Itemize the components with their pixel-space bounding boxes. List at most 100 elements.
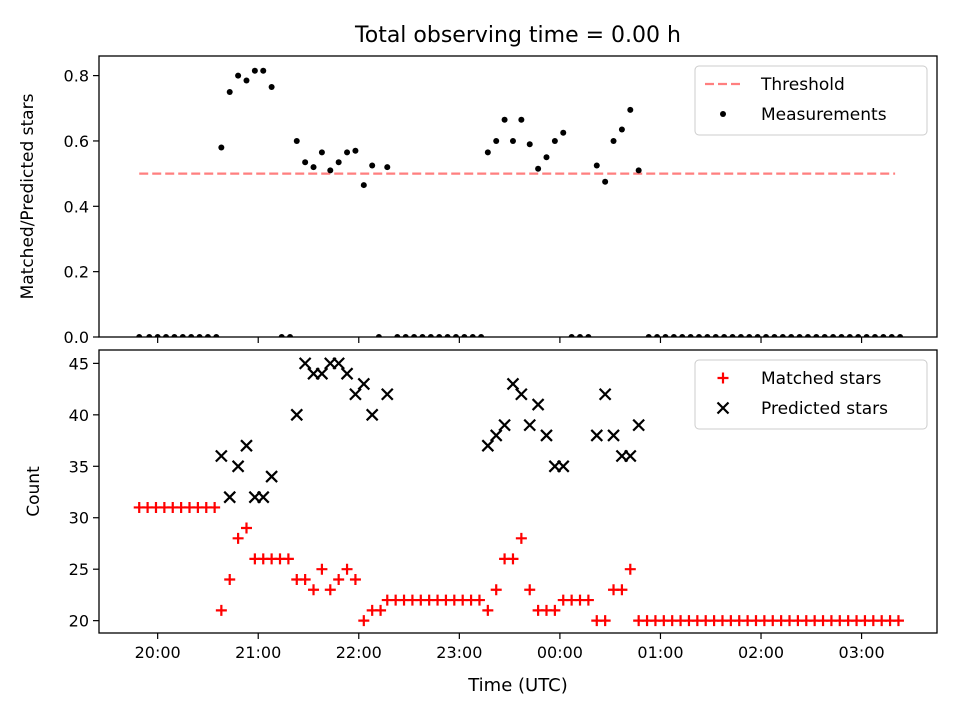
matched-star-point [549, 604, 561, 616]
measurement-point [226, 88, 233, 95]
x-tick-label: 22:00 [336, 643, 382, 662]
predicted-star-point [349, 387, 362, 401]
y-tick-label: 0.2 [64, 263, 89, 282]
measurement-point [235, 72, 242, 79]
measurement-point [763, 334, 770, 337]
matched-star-point [341, 563, 353, 575]
measurement-point [618, 126, 625, 133]
measurement-point [394, 334, 401, 337]
measurement-point [436, 334, 443, 337]
matched-star-point [515, 532, 527, 544]
matched-star-point [524, 584, 536, 596]
legend-box [694, 65, 928, 136]
measurement-point [188, 334, 195, 337]
matched-star-point [582, 594, 594, 606]
measurement-point [871, 334, 878, 337]
matched-star-point [232, 532, 244, 544]
measurement-point [204, 334, 211, 337]
measurement-point [375, 334, 382, 337]
y-tick-label: 45 [69, 354, 89, 373]
measurement-point [888, 334, 895, 337]
measurement-point [746, 334, 753, 337]
bottom-panel: 20 25 30 35 40 45 20:00 21:00 22:00 23:00 00:00 01:… [24, 349, 938, 662]
predicted-star-point [223, 490, 237, 504]
predicted-star-point [265, 470, 278, 483]
measurement-point [518, 116, 525, 123]
measurement-point [302, 159, 309, 166]
x-tick-label: 00:00 [537, 643, 583, 662]
matched-star-point [316, 563, 328, 575]
predicted-star-point [315, 367, 329, 380]
measurement-point [461, 334, 468, 337]
measurement-point [509, 137, 516, 144]
legend-measurement-swatch [720, 111, 726, 117]
measurement-point [526, 141, 533, 148]
y-tick-label: 0.4 [64, 197, 89, 216]
measurement-point [712, 334, 719, 337]
measurement-point [788, 334, 795, 337]
predicted-star-point [489, 429, 503, 442]
matched-star-point [624, 563, 636, 575]
measurement-point [419, 334, 426, 337]
x-tick-label: 23:00 [436, 643, 482, 662]
legend: Threshold Measurements [694, 65, 928, 136]
measurement-point [610, 137, 617, 144]
predicted-star-point [556, 460, 570, 473]
measurement-point [645, 334, 652, 337]
predicted-star-point [298, 357, 312, 370]
predicted-star-point [523, 418, 537, 432]
measurement-point [163, 334, 170, 337]
matched-star-point [308, 584, 320, 596]
measurement-point [501, 116, 508, 123]
axes-frame [98, 55, 938, 338]
measurement-point [427, 334, 434, 337]
matched-star-point [240, 522, 252, 534]
x-axis-label: Time (UTC) [467, 675, 568, 696]
measurement-point [704, 334, 711, 337]
y-tick-label: 35 [69, 457, 89, 476]
measurement-point [218, 144, 225, 151]
y-axis-label: Count [24, 466, 44, 517]
measurement-point [287, 334, 294, 337]
x-tick-label: 21:00 [235, 643, 281, 662]
measurement-point [268, 84, 275, 91]
plot-area [133, 357, 904, 627]
measurement-point [721, 334, 728, 337]
measurement-point [444, 334, 451, 337]
plot-area [136, 67, 904, 337]
top-panel: 0.0 0.2 0.4 0.6 0.8 Matched/Predicted stars Th… [18, 55, 938, 347]
measurement-point [696, 334, 703, 337]
measurement-point [585, 334, 592, 337]
measurement-point [293, 137, 300, 144]
matched-star-point [299, 573, 311, 585]
matched-star-point [224, 573, 236, 585]
measurement-point [452, 334, 459, 337]
measurement-point [535, 165, 542, 172]
matched-star-point [599, 615, 611, 627]
legend-label: Matched stars [761, 369, 881, 389]
measurement-point [821, 334, 828, 337]
predicted-star-point [215, 449, 228, 463]
y-tick-label: 20 [69, 612, 89, 631]
measurement-point [196, 334, 203, 337]
legend-matched-swatch [717, 372, 729, 384]
legend-box [694, 359, 928, 430]
measurement-point [411, 334, 418, 337]
x-tick-label: 20:00 [135, 643, 181, 662]
measurement-point [754, 334, 761, 337]
matched-star-point [490, 584, 502, 596]
measurement-point [310, 164, 317, 171]
y-tick-label: 0.0 [64, 328, 89, 347]
measurement-point [171, 334, 178, 337]
predicted-star-point [506, 377, 520, 391]
measurement-point [243, 77, 250, 84]
measurement-point [154, 334, 161, 337]
measurement-point [863, 334, 870, 337]
matched-star-point [482, 604, 494, 616]
measurement-point [543, 154, 550, 161]
y-tick-label: 0.8 [64, 67, 89, 86]
measurement-point [260, 67, 267, 74]
measurement-point [635, 167, 642, 174]
predicted-star-point [498, 418, 511, 432]
